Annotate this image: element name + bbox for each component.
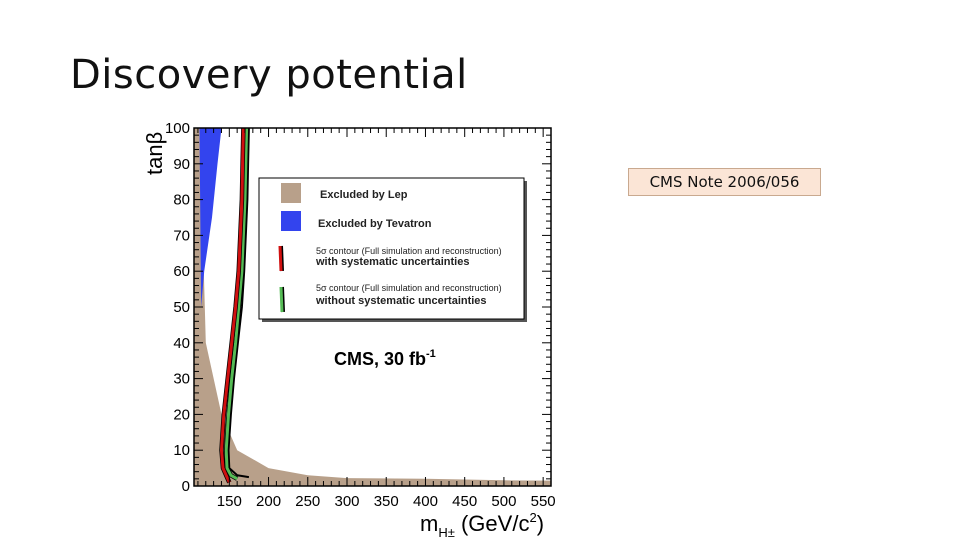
legend-label-lep: Excluded by Lep bbox=[320, 189, 408, 201]
y-tick-label: 0 bbox=[182, 478, 190, 495]
x-axis-title: mH± (GeV/c2) bbox=[420, 510, 544, 540]
y-axis-title: tanβ bbox=[142, 132, 167, 175]
reference-note: CMS Note 2006/056 bbox=[628, 168, 821, 196]
y-tick-label: 30 bbox=[173, 371, 190, 388]
legend-line-with-syst bbox=[278, 245, 283, 272]
y-tick-label: 10 bbox=[173, 442, 190, 459]
y-tick-label: 100 bbox=[165, 120, 190, 137]
series-lep-area bbox=[194, 128, 551, 486]
y-tick-label: 40 bbox=[173, 335, 190, 352]
legend-line-without-syst bbox=[279, 286, 284, 313]
legend-box bbox=[258, 177, 525, 320]
legend-label-without-syst-1: 5σ contour (Full simulation and reconstr… bbox=[316, 283, 502, 293]
y-tick-label: 20 bbox=[173, 406, 190, 423]
x-tick-label: 300 bbox=[334, 493, 359, 510]
legend: Excluded by Lep Excluded by Tevatron 5σ … bbox=[258, 177, 527, 322]
series-tevatron-area bbox=[199, 128, 222, 307]
luminosity-annotation: CMS, 30 fb-1 bbox=[334, 348, 436, 369]
y-tick-label: 80 bbox=[173, 192, 190, 209]
legend-label-with-syst-1: 5σ contour (Full simulation and reconstr… bbox=[316, 246, 502, 256]
legend-label-tevatron: Excluded by Tevatron bbox=[318, 218, 432, 230]
x-tick-label: 350 bbox=[374, 493, 399, 510]
legend-swatch-lep bbox=[281, 183, 301, 203]
legend-label-with-syst-2: with systematic uncertainties bbox=[315, 256, 469, 268]
slide-title: Discovery potential bbox=[70, 52, 468, 98]
legend-label-without-syst-2: without systematic uncertainties bbox=[315, 295, 487, 307]
x-tick-label: 150 bbox=[217, 493, 242, 510]
y-tick-label: 90 bbox=[173, 156, 190, 173]
y-tick-label: 50 bbox=[173, 299, 190, 316]
y-tick-label: 60 bbox=[173, 263, 190, 280]
series-contour_with_syst-line bbox=[220, 128, 245, 484]
series-contour_without_syst-line bbox=[224, 128, 249, 481]
x-tick-label: 450 bbox=[452, 493, 477, 510]
x-tick-label: 550 bbox=[531, 493, 556, 510]
y-tick-labels: 0 10 20 30 40 50 60 70 80 90 100 bbox=[165, 120, 190, 495]
x-tick-label: 250 bbox=[295, 493, 320, 510]
x-tick-label: 200 bbox=[256, 493, 281, 510]
x-tick-label: 400 bbox=[413, 493, 438, 510]
x-tick-labels: 150 200 250 300 350 400 450 500 550 bbox=[217, 493, 556, 510]
plot-area bbox=[194, 128, 551, 486]
legend-swatch-tevatron bbox=[281, 211, 301, 231]
y-tick-label: 70 bbox=[173, 227, 190, 244]
x-tick-label: 500 bbox=[491, 493, 516, 510]
axis-ticks bbox=[194, 127, 552, 487]
